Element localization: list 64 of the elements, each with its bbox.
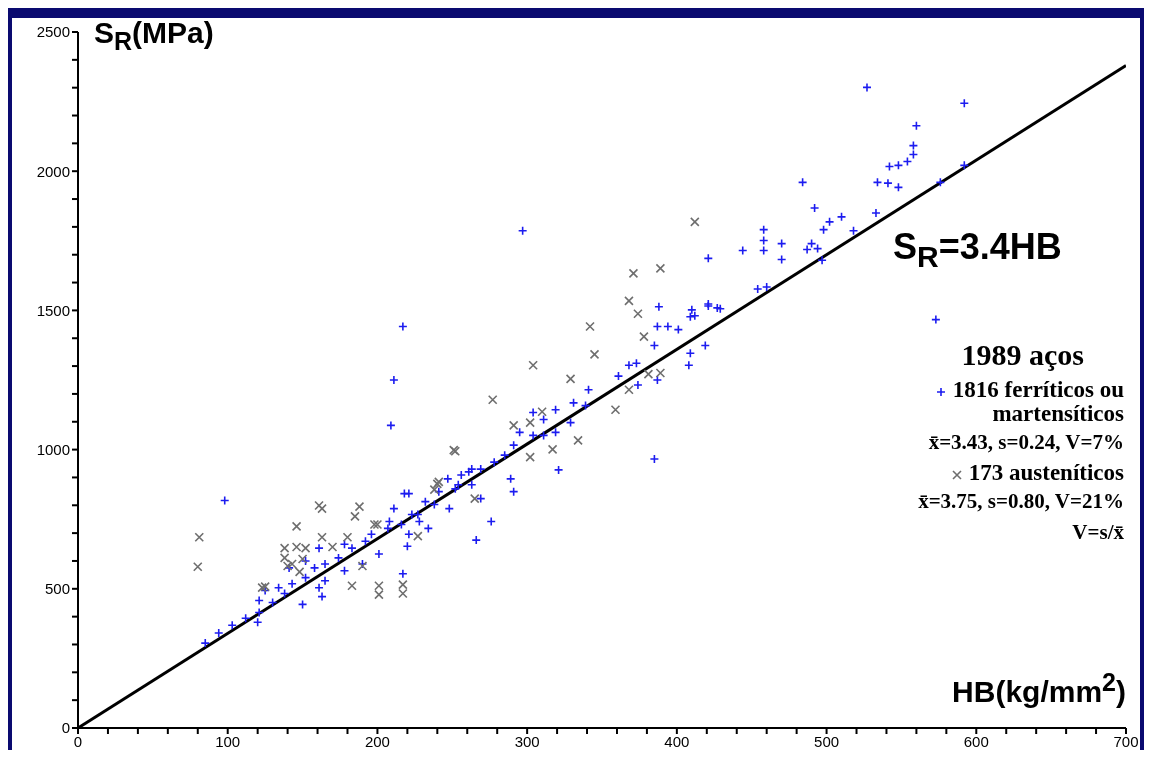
y-tick-label: 2500 xyxy=(36,23,70,41)
point xyxy=(317,532,327,543)
point xyxy=(194,532,205,543)
x-tick-label: 400 xyxy=(664,732,690,750)
point xyxy=(643,369,654,379)
legend-label: 1816 ferríticos ou martensíticos xyxy=(952,377,1124,426)
point xyxy=(279,543,290,553)
point xyxy=(547,444,558,455)
x-tick-label: 100 xyxy=(215,732,241,750)
point xyxy=(565,374,576,384)
point xyxy=(291,521,302,532)
legend-title: 1989 aços xyxy=(961,338,1084,371)
point xyxy=(374,589,384,600)
point xyxy=(528,360,538,371)
point xyxy=(342,532,353,543)
point xyxy=(354,501,365,512)
annotation: x̄=3.43, s=0.24, V=7% xyxy=(928,430,1124,454)
point xyxy=(508,420,519,431)
x-axis-title: HB(kg/mm$^{2}$) xyxy=(952,668,1126,708)
point xyxy=(398,588,408,599)
point xyxy=(633,308,643,319)
point xyxy=(573,435,583,446)
x-tick-label: 0 xyxy=(73,732,83,750)
point xyxy=(192,562,203,572)
x-tick-label: 700 xyxy=(1113,732,1139,750)
annotation: x̄=3.75, s=0.80, V=21% xyxy=(918,489,1124,513)
point xyxy=(628,268,639,279)
point xyxy=(655,368,666,378)
point xyxy=(413,531,423,541)
annotation: V=s/x̄ xyxy=(1072,520,1124,544)
point xyxy=(487,394,498,405)
y-tick-label: 2000 xyxy=(36,162,70,180)
point xyxy=(327,542,338,552)
point xyxy=(429,484,440,495)
point xyxy=(525,452,535,462)
y-tick-label: 1500 xyxy=(36,301,70,319)
series-label: S$_{R}$=3.4HB xyxy=(893,226,1062,274)
point xyxy=(398,579,408,590)
point xyxy=(294,567,305,577)
legend-label: 173 austeníticos xyxy=(968,460,1124,485)
point xyxy=(279,553,290,563)
point xyxy=(469,493,480,504)
point xyxy=(525,417,535,428)
point xyxy=(690,217,700,227)
point xyxy=(610,404,621,415)
point xyxy=(374,580,384,591)
x-tick-label: 500 xyxy=(814,732,840,750)
point xyxy=(347,580,357,591)
point xyxy=(287,559,297,569)
point xyxy=(639,331,649,342)
point xyxy=(624,384,634,395)
point xyxy=(585,321,595,332)
x-tick-label: 600 xyxy=(963,732,989,750)
y-tick-label: 500 xyxy=(44,580,70,598)
point xyxy=(655,263,666,274)
y-axis-title: S$_{R}$(MPa) xyxy=(94,16,214,55)
point xyxy=(350,511,360,522)
point xyxy=(624,296,634,306)
x-tick-label: 200 xyxy=(364,732,390,750)
point xyxy=(589,349,600,360)
y-tick-label: 0 xyxy=(61,719,70,737)
y-tick-label: 1000 xyxy=(36,440,70,458)
x-tick-label: 300 xyxy=(514,732,540,750)
point xyxy=(537,406,547,417)
